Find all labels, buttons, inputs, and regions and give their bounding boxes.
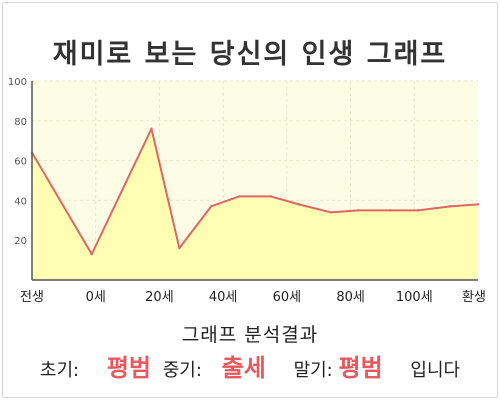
late-label: 말기: xyxy=(293,360,333,381)
data-point xyxy=(209,205,213,208)
data-point xyxy=(269,195,273,198)
data-point xyxy=(357,209,360,212)
data-point xyxy=(297,203,301,206)
x-tick-label: 60세 xyxy=(273,290,302,305)
early-label: 초기: xyxy=(39,360,80,381)
data-point xyxy=(389,209,392,212)
y-tick-label: 40 xyxy=(14,196,27,207)
mid-label: 중기: xyxy=(162,360,202,381)
mid-value: 출세 xyxy=(221,354,266,382)
data-point xyxy=(90,252,93,256)
x-tick-label: 100세 xyxy=(396,290,433,305)
series-area xyxy=(32,128,478,280)
series-line xyxy=(31,127,479,256)
x-tick-label: 환생 xyxy=(462,290,486,305)
data-point xyxy=(417,209,420,212)
data-point xyxy=(150,127,153,130)
data-point xyxy=(448,205,452,208)
data-point xyxy=(237,195,241,198)
late-value: 평범 xyxy=(338,354,383,382)
result-suffix: 입니다 xyxy=(410,360,461,381)
analysis-heading: 그래프 분석결과 xyxy=(181,324,319,346)
analysis-result-line: 초기: 평범 중기: 출세 말기: 평범 입니다 xyxy=(0,348,500,383)
y-tick-label: 20 xyxy=(14,236,27,247)
x-tick-label: 전생 xyxy=(20,290,44,305)
data-point xyxy=(178,246,181,250)
chart-title: 재미로 보는 당신의 인생 그래프 xyxy=(52,39,448,70)
x-tick-label: 0세 xyxy=(86,290,106,305)
x-tick-label: 40세 xyxy=(209,290,238,305)
y-tick-label: 60 xyxy=(14,157,27,168)
x-tick-label: 20세 xyxy=(145,290,174,305)
data-point xyxy=(329,211,332,214)
y-tick-label: 80 xyxy=(14,117,27,128)
data-point xyxy=(476,203,480,206)
y-tick-label: 100 xyxy=(8,77,27,88)
early-value: 평범 xyxy=(106,354,151,382)
x-tick-label: 80세 xyxy=(336,290,365,305)
